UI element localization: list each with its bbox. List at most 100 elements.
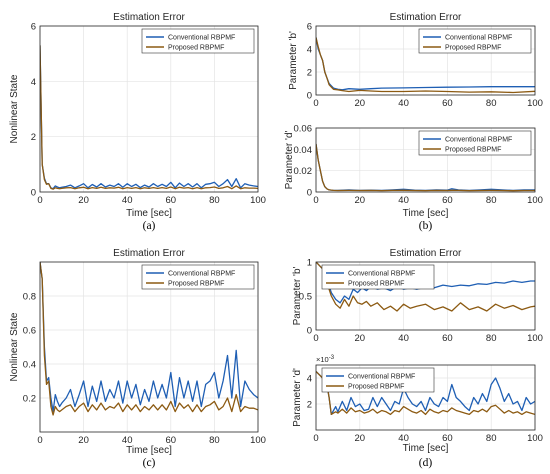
x-tick-label: 100 [250,435,266,446]
x-tick-label: 40 [122,195,133,206]
series-group [40,262,258,416]
panel-caption: (c) [143,457,156,469]
chart-title: Estimation Error [113,248,185,259]
y-tick-label: 4 [31,77,36,88]
series-line-conventional [40,45,258,190]
panel-caption: (d) [419,457,433,469]
legend-label: Proposed RBPMF [168,281,224,288]
series-line-proposed [40,45,258,190]
legend: Conventional RBPMF Proposed RBPMF [418,28,532,54]
series-group [316,37,535,94]
legend-label: Conventional RBPMF [168,35,235,42]
x-tick-label: 80 [486,333,497,344]
x-tick-label: 20 [355,98,366,109]
series-group [316,143,535,192]
axes-frame [39,25,259,193]
legend-label: Proposed RBPMF [445,147,501,154]
x-tick-label: 80 [209,195,220,206]
y-axis-label: Parameter 'b' [292,266,303,325]
series-line-proposed [40,262,258,416]
x-tick-label: 80 [209,435,220,446]
chart-panel: 0 20 40 60 80 100 2 4 Time [sec] (d) Parameter 'd'… [292,355,543,469]
x-tick-label: 60 [442,333,453,344]
y-tick-label: 2 [307,68,312,79]
legend-label: Proposed RBPMF [445,45,501,52]
chart-panel: 0 20 40 60 80 100 0 0.5 1 Estimation Error Paramet… [292,248,543,344]
series-line-conventional [40,262,258,413]
series-line-proposed [316,262,535,312]
y-tick-label: 0 [307,326,312,337]
y-tick-label: 2 [307,400,312,411]
x-tick-label: 60 [442,433,453,444]
axes-frame [39,261,259,433]
series-line-proposed [316,37,535,94]
chart-panel: 0 20 40 60 80 100 0 2 4 6 Estimation Error Paramete… [288,12,543,109]
y-tick-label: 6 [31,22,36,33]
legend-label: Conventional RBPMF [348,374,415,381]
x-tick-label: 0 [37,435,42,446]
legend-box [321,367,435,393]
x-tick-label: 20 [78,195,89,206]
y-exponent-label: ×10-3 [316,355,335,364]
y-tick-label: 0.4 [23,360,36,371]
y-tick-label: 0.6 [23,326,36,337]
y-tick-label: 0.8 [23,292,36,303]
x-tick-label: 80 [486,98,497,109]
plot-area [40,26,258,192]
y-tick-label: 0 [307,91,312,102]
y-tick-label: 2 [31,132,36,143]
chart-title: Estimation Error [390,248,462,259]
y-tick-label: 0.2 [23,394,36,405]
series-group [40,45,258,190]
x-tick-label: 100 [250,195,266,206]
x-tick-label: 0 [313,333,318,344]
legend: Conventional RBPMF Proposed RBPMF [321,367,435,393]
x-tick-label: 100 [527,98,543,109]
legend-box [418,28,532,54]
legend-box [418,130,532,156]
chart-title: Estimation Error [390,12,462,23]
y-tick-label: 0 [31,188,36,199]
legend-label: Proposed RBPMF [168,45,224,52]
y-tick-label: 0.06 [294,124,313,135]
series-group [316,371,535,416]
x-tick-label: 0 [313,98,318,109]
legend-label: Conventional RBPMF [348,271,415,278]
chart-panel: 0 20 40 60 80 100 0.2 0.4 0.6 0.8 Estimation Error… [9,248,266,469]
legend: Conventional RBPMF Proposed RBPMF [418,130,532,156]
x-tick-label: 80 [486,195,497,206]
x-tick-label: 40 [122,435,133,446]
x-tick-label: 20 [355,433,366,444]
x-tick-label: 20 [78,435,89,446]
y-tick-label: 0.04 [294,145,313,156]
x-tick-label: 20 [355,195,366,206]
x-tick-label: 40 [398,433,409,444]
x-tick-label: 0 [313,433,318,444]
legend: Conventional RBPMF Proposed RBPMF [321,264,435,290]
legend-label: Proposed RBPMF [348,384,404,391]
x-axis-label: Time [sec] [403,443,449,454]
x-tick-label: 100 [527,333,543,344]
x-tick-label: 60 [166,435,177,446]
axes-frame [315,25,536,96]
chart-panel: 0 20 40 60 80 100 0 0.02 0.04 0.06 Time [sec](b) Pa… [284,124,543,233]
y-axis-label: Parameter 'b' [288,31,299,90]
x-tick-label: 100 [527,195,543,206]
y-axis-label: Nonlinear State [9,312,20,381]
x-tick-label: 0 [37,195,42,206]
y-tick-label: 0 [307,188,312,199]
y-axis-label: Nonlinear State [9,74,20,143]
series-line-proposed [316,371,535,416]
legend-box [141,264,255,290]
panel-caption: (b) [419,220,433,232]
y-tick-label: 1 [307,258,312,269]
axes-frame [315,261,536,331]
axes-frame [315,127,536,193]
x-tick-label: 0 [313,195,318,206]
x-axis-label: Time [sec] [126,208,172,219]
legend-label: Proposed RBPMF [348,281,404,288]
y-tick-label: 6 [307,22,312,33]
y-axis-label: Parameter 'd' [292,368,303,427]
x-tick-label: 40 [398,98,409,109]
